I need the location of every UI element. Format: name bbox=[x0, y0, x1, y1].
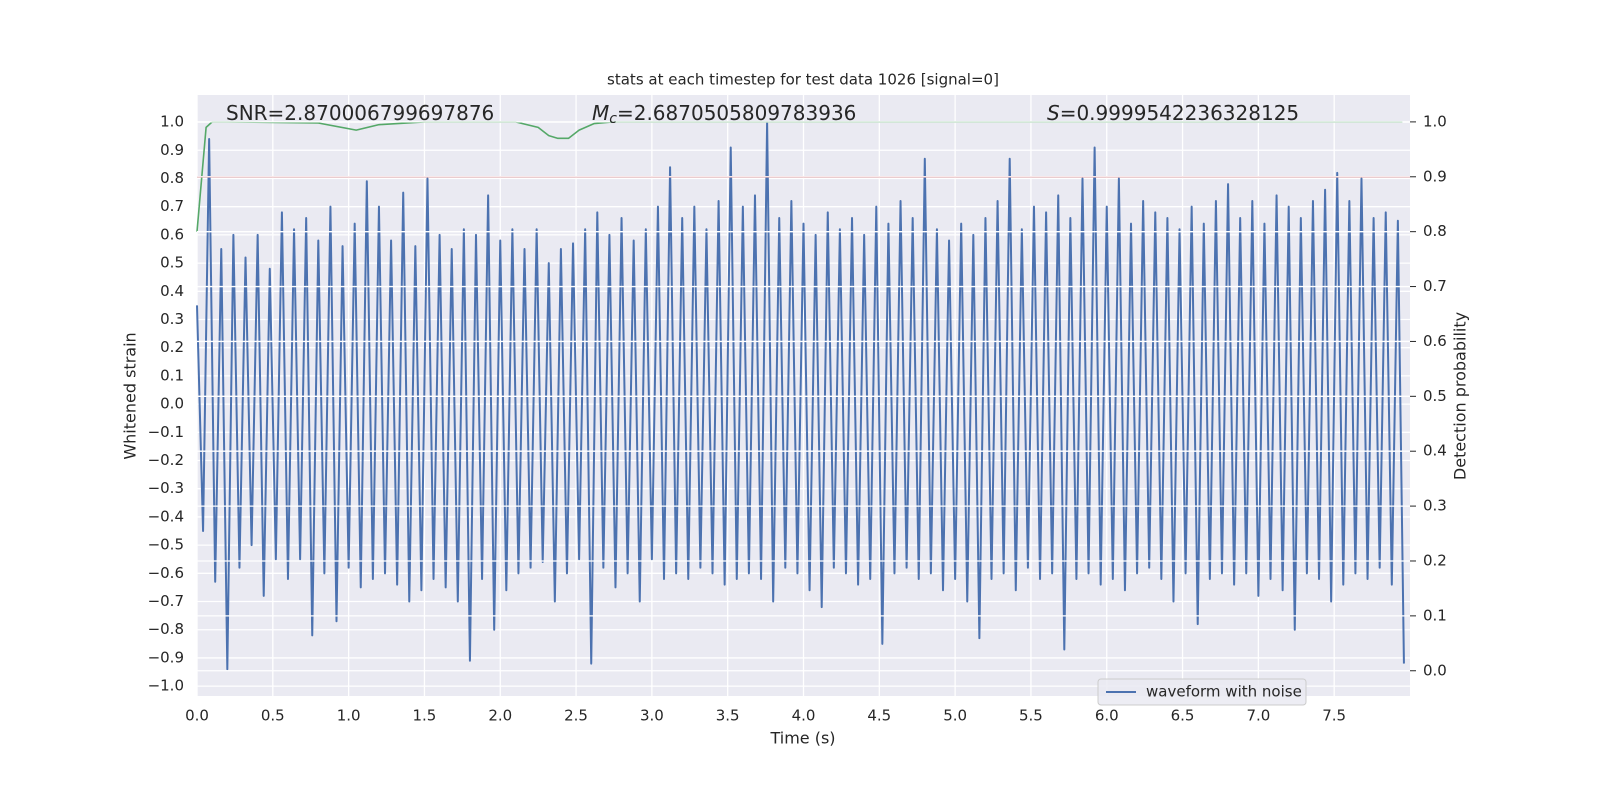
x-tick-label: 3.5 bbox=[716, 707, 740, 725]
y2-tick-label: 0.0 bbox=[1423, 661, 1447, 679]
legend-label: waveform with noise bbox=[1146, 683, 1302, 701]
x-tick-label: 2.0 bbox=[488, 707, 512, 725]
y-tick-label: 0.4 bbox=[160, 282, 184, 300]
y2-tick-label: 0.8 bbox=[1423, 222, 1447, 240]
y2-tick-label: 0.7 bbox=[1423, 277, 1447, 295]
annotation: Mc=2.6870505809783936 bbox=[592, 101, 856, 128]
annotation-symbol: M bbox=[592, 101, 609, 125]
y2-tick-label: 0.9 bbox=[1423, 167, 1447, 185]
y-tick-label: 0.1 bbox=[160, 366, 184, 384]
x-tick-label: 3.0 bbox=[640, 707, 664, 725]
y-tick-label: 1.0 bbox=[160, 113, 184, 131]
y-tick-label: −0.8 bbox=[148, 620, 184, 638]
annotation-symbol: S bbox=[1047, 101, 1060, 125]
annotation-text: =0.9999542236328125 bbox=[1060, 101, 1299, 125]
y-tick-label: −0.9 bbox=[148, 648, 184, 666]
x-tick-label: 7.5 bbox=[1322, 707, 1346, 725]
x-tick-label: 1.5 bbox=[413, 707, 437, 725]
y-tick-label: −0.3 bbox=[148, 479, 184, 497]
annotation-text: SNR=2.870006799697876 bbox=[226, 101, 494, 125]
y2-tick-label: 0.5 bbox=[1423, 387, 1447, 405]
y2-axis-label: Detection probability bbox=[1451, 312, 1470, 480]
annotation-text: =2.6870505809783936 bbox=[617, 101, 856, 125]
x-tick-label: 7.0 bbox=[1246, 707, 1270, 725]
y2-tick-label: 0.3 bbox=[1423, 497, 1447, 515]
x-tick-label: 5.5 bbox=[1019, 707, 1043, 725]
y2-tick-label: 0.2 bbox=[1423, 551, 1447, 569]
y2-tick-label: 0.4 bbox=[1423, 442, 1447, 460]
y2-tick-label: 0.6 bbox=[1423, 332, 1447, 350]
y2-tick-label: 0.1 bbox=[1423, 606, 1447, 624]
annotation-subscript: c bbox=[609, 111, 617, 127]
x-tick-label: 6.0 bbox=[1095, 707, 1119, 725]
waveform-line bbox=[196, 121, 1405, 671]
y-tick-label: 0.5 bbox=[160, 254, 184, 272]
x-tick-label: 0.0 bbox=[185, 707, 209, 725]
x-axis-label: Time (s) bbox=[769, 729, 835, 748]
annotation: SNR=2.870006799697876 bbox=[226, 101, 494, 125]
y-tick-label: −0.6 bbox=[148, 564, 184, 582]
x-tick-label: 2.5 bbox=[564, 707, 588, 725]
y-axis-label: Whitened strain bbox=[121, 332, 140, 459]
y-tick-label: 0.3 bbox=[160, 310, 184, 328]
y2-tick-label: 1.0 bbox=[1423, 112, 1447, 130]
y-tick-label: 0.2 bbox=[160, 338, 184, 356]
y-tick-label: 0.6 bbox=[160, 225, 184, 243]
y-tick-label: −1.0 bbox=[148, 677, 184, 695]
foreground-layer: waveform with noise bbox=[197, 121, 1410, 706]
x-tick-label: 1.0 bbox=[337, 707, 361, 725]
y-tick-label: −0.4 bbox=[148, 507, 184, 525]
chart-title: stats at each timestep for test data 102… bbox=[607, 71, 999, 89]
y-tick-label: −0.2 bbox=[148, 451, 184, 469]
y-tick-label: 0.0 bbox=[160, 395, 184, 413]
x-tick-label: 4.5 bbox=[867, 707, 891, 725]
y-tick-label: 0.9 bbox=[160, 141, 184, 159]
annotation: S=0.9999542236328125 bbox=[1047, 101, 1299, 125]
y-tick-label: 0.7 bbox=[160, 197, 184, 215]
y-tick-label: −0.5 bbox=[148, 536, 184, 554]
legend-box bbox=[1097, 678, 1307, 706]
x-tick-label: 6.5 bbox=[1171, 707, 1195, 725]
y-tick-label: 0.8 bbox=[160, 169, 184, 187]
y-tick-label: −0.7 bbox=[148, 592, 184, 610]
y-tick-label: −0.1 bbox=[148, 423, 184, 441]
x-tick-label: 0.5 bbox=[261, 707, 285, 725]
x-tick-label: 5.0 bbox=[943, 707, 967, 725]
x-tick-label: 4.0 bbox=[792, 707, 816, 725]
